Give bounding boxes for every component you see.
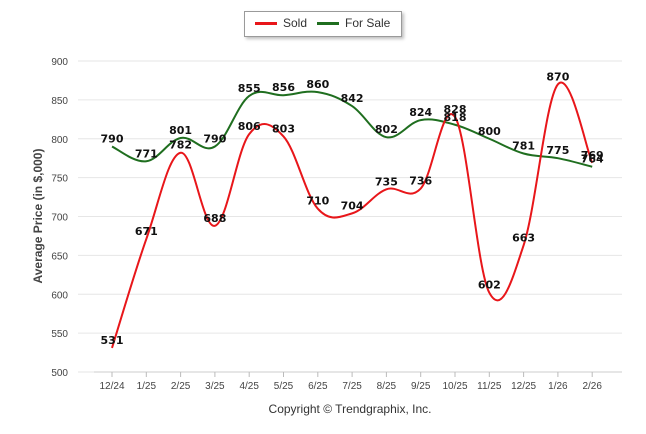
x-tick-10/25: 10/25 bbox=[442, 381, 467, 392]
legend-item-for-sale[interactable]: For Sale bbox=[317, 16, 390, 30]
x-tick-3/25: 3/25 bbox=[205, 381, 225, 392]
data-label-for-sale-1: 771 bbox=[135, 147, 158, 160]
y-tick-500: 500 bbox=[51, 368, 68, 379]
data-label-for-sale-2: 801 bbox=[169, 124, 192, 137]
x-tick-12/24: 12/24 bbox=[99, 381, 124, 392]
data-label-sold-8: 735 bbox=[375, 175, 398, 188]
data-label-for-sale-0: 790 bbox=[101, 133, 124, 146]
data-label-for-sale-4: 855 bbox=[238, 82, 261, 95]
data-label-for-sale-9: 824 bbox=[409, 106, 432, 119]
x-tick-12/25: 12/25 bbox=[511, 381, 536, 392]
x-tick-5/25: 5/25 bbox=[274, 381, 294, 392]
grid-lines bbox=[78, 60, 622, 377]
legend-label-sold: Sold bbox=[283, 16, 308, 30]
x-tick-6/25: 6/25 bbox=[308, 381, 328, 392]
copyright-footer: Copyright © Trendgraphix, Inc. bbox=[269, 402, 432, 416]
y-tick-800: 800 bbox=[51, 135, 68, 146]
x-tick-4/25: 4/25 bbox=[239, 381, 259, 392]
x-tick-11/25: 11/25 bbox=[477, 381, 502, 392]
legend-item-sold[interactable]: Sold bbox=[255, 16, 307, 30]
data-label-sold-2: 782 bbox=[169, 139, 192, 152]
y-axis-label: Average Price (in $,000) bbox=[31, 149, 45, 284]
sold-swatch-icon bbox=[255, 21, 277, 25]
y-tick-650: 650 bbox=[51, 251, 68, 262]
data-label-for-sale-12: 781 bbox=[512, 140, 535, 153]
for-sale-swatch-icon bbox=[317, 21, 339, 25]
data-label-sold-10: 828 bbox=[444, 103, 467, 116]
y-tick-600: 600 bbox=[51, 290, 68, 301]
x-tick-9/25: 9/25 bbox=[411, 381, 431, 392]
data-label-sold-3: 688 bbox=[203, 212, 226, 225]
data-label-sold-9: 736 bbox=[409, 175, 432, 188]
x-tick-1/25: 1/25 bbox=[137, 381, 157, 392]
x-tick-2/26: 2/26 bbox=[582, 381, 602, 392]
data-label-sold-5: 803 bbox=[272, 122, 295, 135]
data-label-sold-7: 704 bbox=[341, 199, 364, 212]
y-tick-750: 750 bbox=[51, 174, 68, 185]
data-label-for-sale-10: 818 bbox=[444, 111, 467, 124]
legend: Sold For Sale bbox=[244, 11, 402, 37]
data-label-sold-13: 870 bbox=[546, 70, 569, 83]
data-label-sold-4: 806 bbox=[238, 120, 261, 133]
series-line-sold bbox=[111, 81, 594, 349]
series-lines bbox=[111, 81, 594, 349]
x-tick-2/25: 2/25 bbox=[171, 381, 191, 392]
data-labels: 531 671 782 688 806 803 710 704 735 736 828 602 663 8… bbox=[101, 70, 605, 347]
data-label-for-sale-7: 842 bbox=[341, 92, 364, 105]
y-axis-ticks: 500 550 600 650 700 750 800 850 900 bbox=[51, 57, 68, 379]
x-axis-ticks: 12/24 1/25 2/25 3/25 4/25 5/25 6/25 7/25 8/25 9/2… bbox=[99, 381, 602, 392]
data-label-for-sale-14: 764 bbox=[581, 153, 604, 166]
y-tick-550: 550 bbox=[51, 329, 68, 340]
data-label-for-sale-5: 856 bbox=[272, 81, 295, 94]
data-label-sold-11: 602 bbox=[478, 279, 501, 292]
data-label-sold-0: 531 bbox=[101, 334, 124, 347]
data-label-sold-1: 671 bbox=[135, 225, 158, 238]
x-tick-7/25: 7/25 bbox=[342, 381, 362, 392]
legend-label-for-sale: For Sale bbox=[345, 16, 391, 30]
data-label-for-sale-13: 775 bbox=[546, 144, 569, 157]
y-tick-900: 900 bbox=[51, 57, 68, 68]
data-label-for-sale-6: 860 bbox=[306, 78, 329, 91]
data-label-for-sale-8: 802 bbox=[375, 123, 398, 136]
data-label-sold-6: 710 bbox=[306, 195, 329, 208]
data-label-sold-12: 663 bbox=[512, 231, 535, 244]
data-label-sold-14: 769 bbox=[581, 149, 604, 162]
x-tick-1/26: 1/26 bbox=[548, 381, 568, 392]
x-tick-8/25: 8/25 bbox=[377, 381, 397, 392]
series-line-for-sale bbox=[111, 90, 593, 168]
data-label-for-sale-3: 790 bbox=[203, 133, 226, 146]
y-tick-850: 850 bbox=[51, 96, 68, 107]
y-tick-700: 700 bbox=[51, 213, 68, 224]
data-label-for-sale-11: 800 bbox=[478, 125, 501, 138]
